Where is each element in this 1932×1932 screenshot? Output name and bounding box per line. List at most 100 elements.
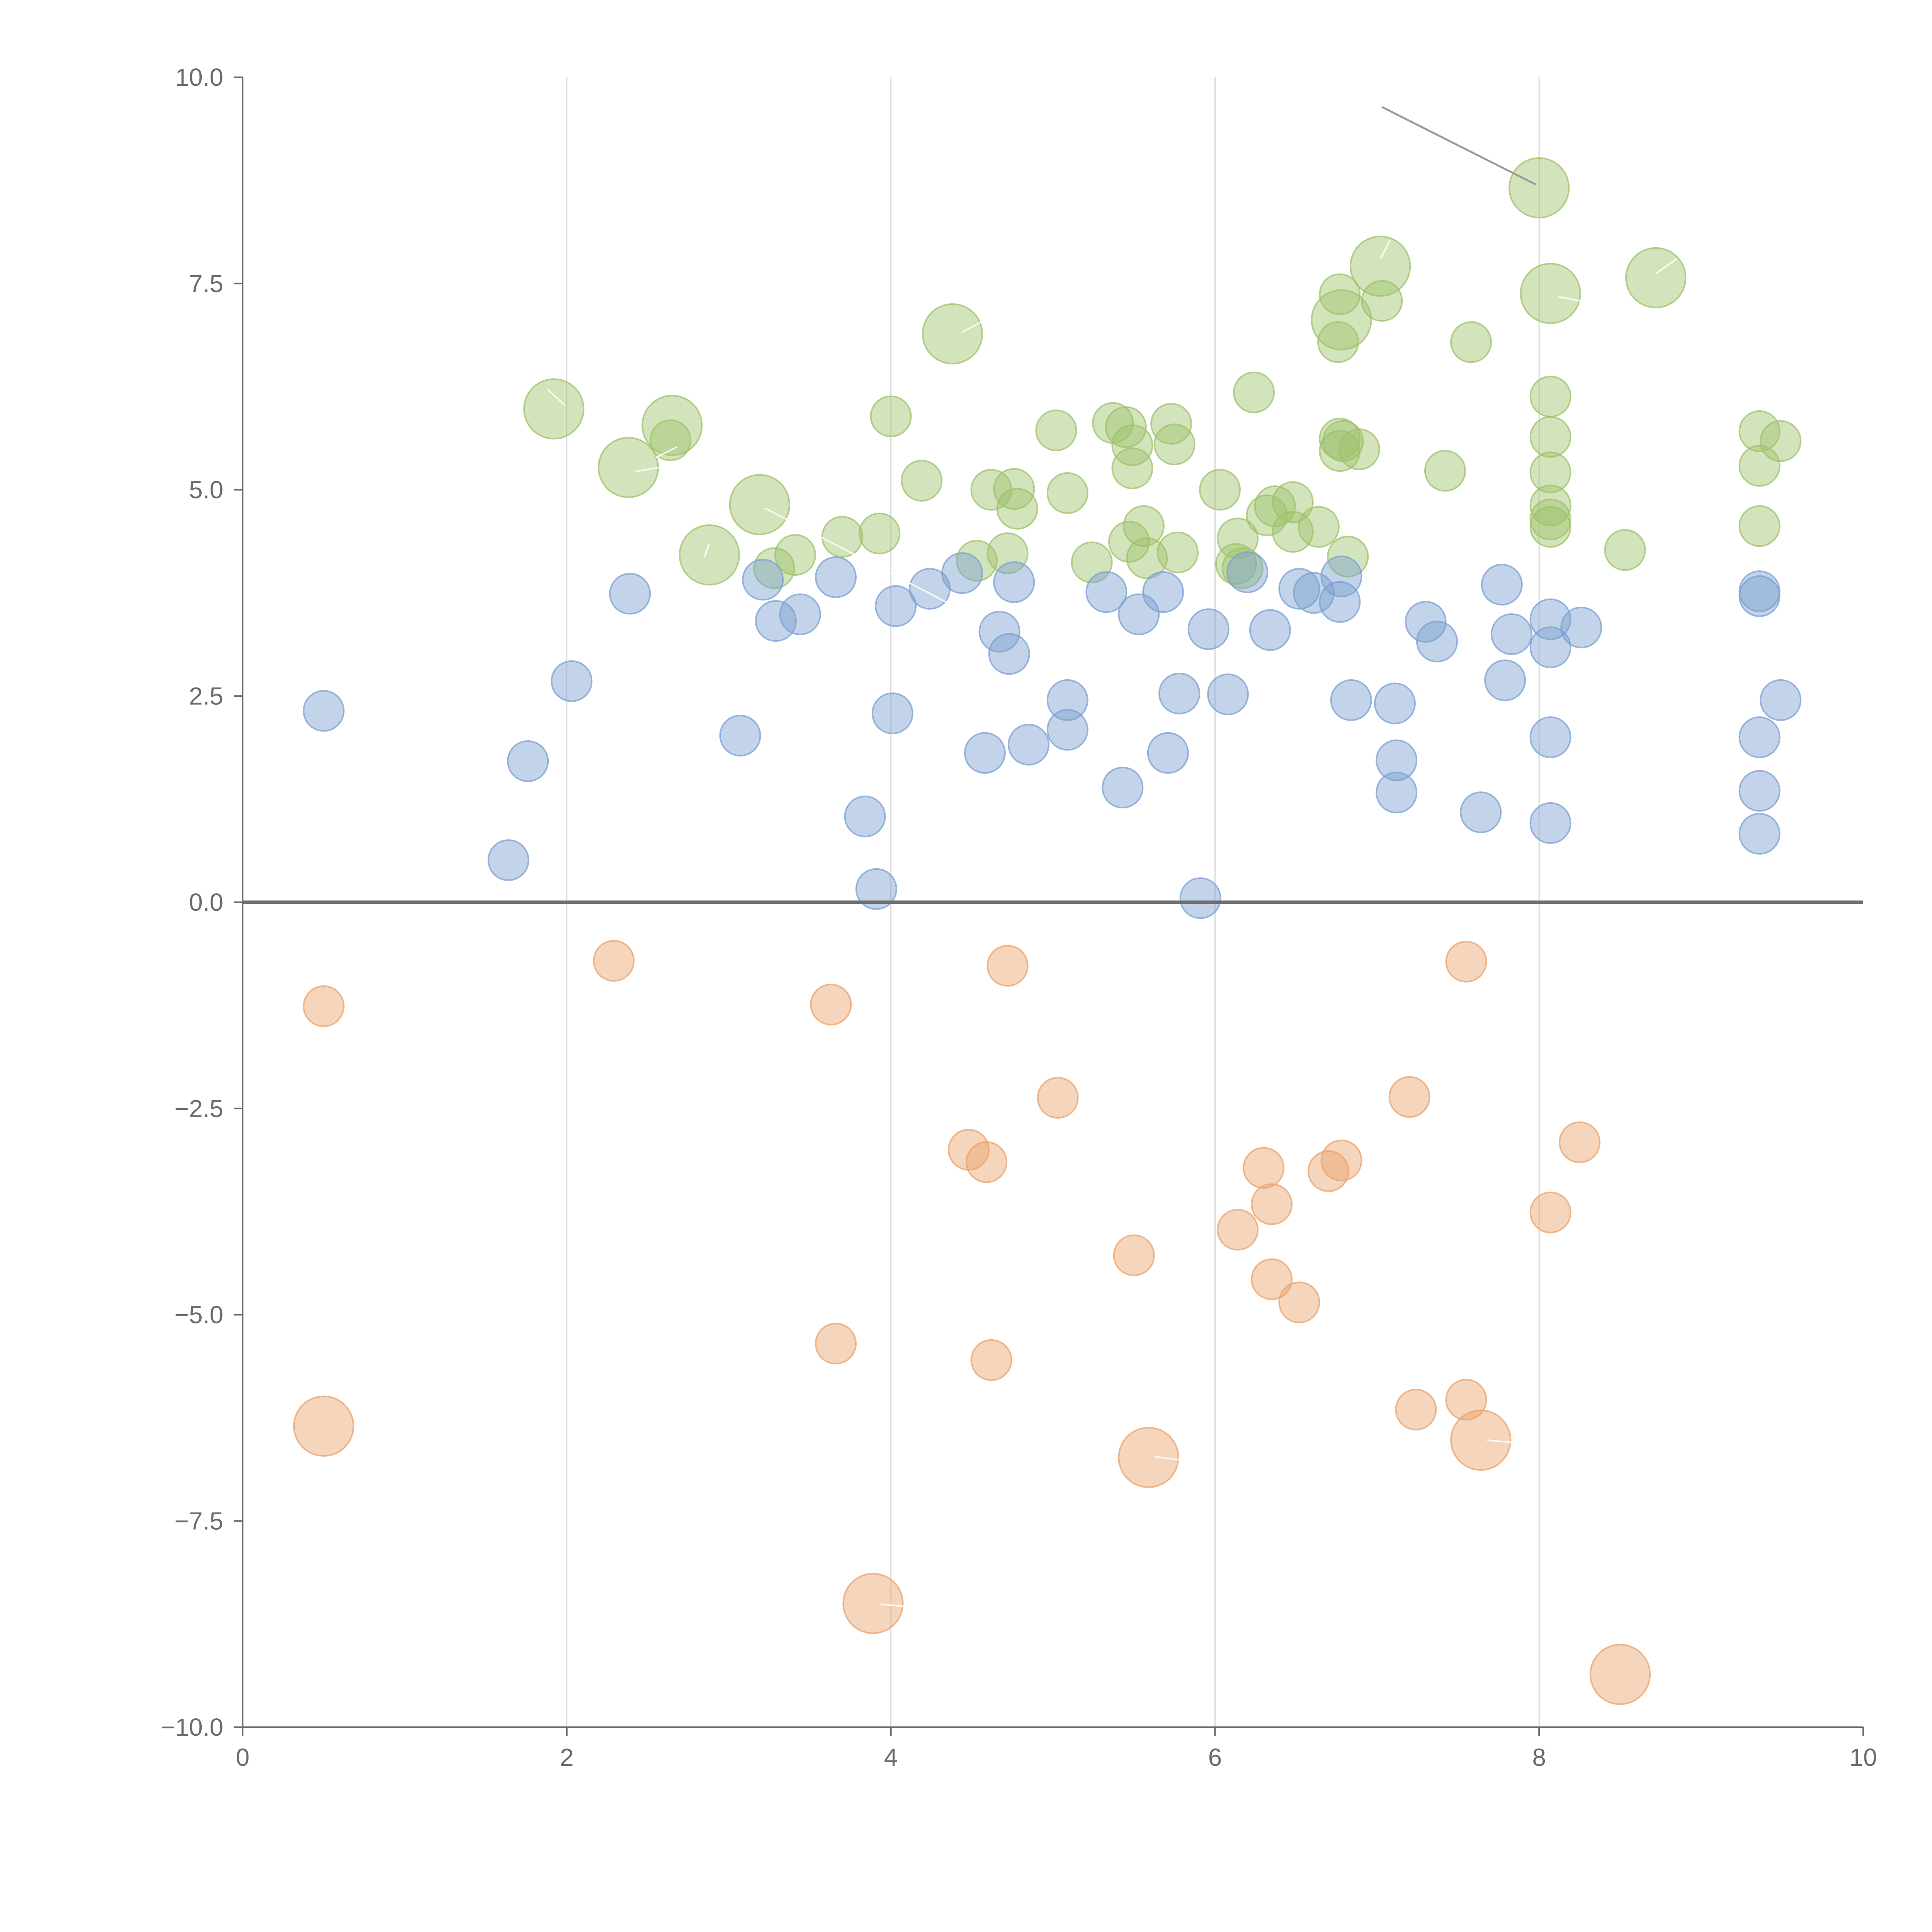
bubble-orange xyxy=(303,985,345,1027)
bubble-green xyxy=(1529,451,1571,493)
bubble-orange xyxy=(1395,1389,1437,1431)
bubble-orange xyxy=(815,1323,857,1365)
bubble-green xyxy=(1625,247,1687,308)
bubble-blue xyxy=(1226,551,1269,593)
bubble-green xyxy=(1126,537,1168,579)
y-tick-label: 10.0 xyxy=(175,63,223,91)
bubble-green xyxy=(1529,376,1571,418)
bubble-green xyxy=(1108,521,1150,563)
bubble-blue xyxy=(1738,813,1781,855)
annotation-leader-line xyxy=(655,446,677,459)
y-axis-ticks: 10.0 7.5 5.0 2.5 0.0 −2.5 −5.0 −7.5 −10.0 xyxy=(161,63,243,1741)
bubble-orange xyxy=(1559,1121,1601,1163)
bubble-blue xyxy=(875,585,917,627)
bubble-orange xyxy=(1251,1258,1293,1300)
bubble-blue xyxy=(1320,555,1362,597)
bubble-orange xyxy=(1037,1077,1079,1119)
bubble-green xyxy=(598,437,659,498)
bubble-orange xyxy=(986,945,1029,987)
x-tick-label: 0 xyxy=(236,1743,250,1771)
x-tick-label: 8 xyxy=(1532,1743,1546,1771)
bubble-orange xyxy=(1118,1427,1179,1488)
bubble-green xyxy=(1529,485,1571,527)
bubble-orange xyxy=(842,1573,904,1634)
bubble-blue xyxy=(1416,621,1458,663)
bubble-blue xyxy=(755,600,797,642)
annotation-leader-line xyxy=(764,507,948,604)
bubble-blue xyxy=(1046,709,1088,751)
bubble-green xyxy=(753,547,795,589)
bubble-orange xyxy=(1529,1191,1571,1233)
bubble-blue xyxy=(844,795,886,837)
bubble-green xyxy=(1156,531,1199,573)
bubble-blue xyxy=(978,611,1020,653)
bubble-green xyxy=(1246,494,1288,536)
bubble-blue xyxy=(1293,572,1335,614)
bubble-green xyxy=(1199,469,1241,511)
bubble-green xyxy=(1350,235,1411,297)
bubble-blue xyxy=(871,692,913,735)
bubble-blue xyxy=(1560,607,1602,649)
y-tick-label: 0.0 xyxy=(189,888,223,916)
bubble-blue xyxy=(1278,568,1320,610)
bubble-blue xyxy=(487,839,529,881)
bubble-green xyxy=(1529,506,1571,548)
bubble-green xyxy=(922,303,983,365)
bubble-green xyxy=(1272,511,1314,553)
bubble-orange xyxy=(1217,1209,1259,1251)
bubble-orange xyxy=(1278,1281,1320,1323)
bubble-green xyxy=(679,524,740,586)
annotation-leader-line xyxy=(1379,240,1391,259)
bubble-blue xyxy=(1102,767,1144,809)
annotation-leader-line xyxy=(634,466,660,473)
annotation-leader-line xyxy=(879,1603,911,1608)
bubble-green xyxy=(870,395,912,437)
bubble-green xyxy=(1529,416,1571,458)
annotation-leaders xyxy=(547,106,1677,1608)
bubble-blue xyxy=(1376,739,1418,781)
bubble-green xyxy=(1046,472,1088,514)
bubble-blue xyxy=(941,552,983,594)
annotation-leader-line xyxy=(1655,258,1677,274)
bubble-green xyxy=(986,532,1029,574)
bubble-green xyxy=(1319,273,1361,315)
x-tick-label: 6 xyxy=(1208,1743,1222,1771)
bubble-green xyxy=(729,474,791,536)
bubble-orange xyxy=(1445,1379,1487,1421)
bubble-blue xyxy=(742,559,784,601)
bubble-blue xyxy=(964,732,1006,774)
bubble-blue xyxy=(303,690,345,732)
bubble-orange xyxy=(1589,1644,1651,1705)
y-tick-label: −5.0 xyxy=(175,1301,223,1329)
bubble-green xyxy=(859,512,901,554)
bubble-blue xyxy=(1374,682,1416,724)
bubble-blue xyxy=(1085,571,1128,613)
bubble-blue xyxy=(609,573,651,615)
bubble-blue xyxy=(1529,802,1571,844)
annotation-leader-line xyxy=(1155,1456,1192,1463)
bubble-layer xyxy=(293,157,1802,1705)
bubble-orange xyxy=(293,1395,354,1457)
bubble-blue xyxy=(1207,673,1249,715)
bubble-orange xyxy=(1388,1076,1430,1118)
bubble-green xyxy=(1272,481,1314,523)
annotation-leader-line xyxy=(1487,1439,1533,1445)
bubble-orange xyxy=(966,1141,1008,1183)
bubble-orange xyxy=(1243,1147,1285,1189)
bubble-green xyxy=(1254,485,1296,527)
bubble-green xyxy=(650,419,692,461)
bubble-blue xyxy=(1330,679,1372,721)
bubble-green xyxy=(1738,410,1781,452)
y-tick-label: 5.0 xyxy=(189,476,223,504)
bubble-blue xyxy=(1529,626,1571,668)
bubble-orange xyxy=(1251,1183,1293,1225)
y-tick-label: −2.5 xyxy=(175,1095,223,1122)
bubble-blue xyxy=(1460,791,1502,833)
bubble-green xyxy=(1738,445,1781,487)
bubble-green xyxy=(956,540,998,582)
bubble-green xyxy=(1338,428,1380,470)
bubble-green xyxy=(1122,505,1165,547)
bubble-green xyxy=(1760,420,1802,462)
bubble-orange xyxy=(593,940,635,982)
